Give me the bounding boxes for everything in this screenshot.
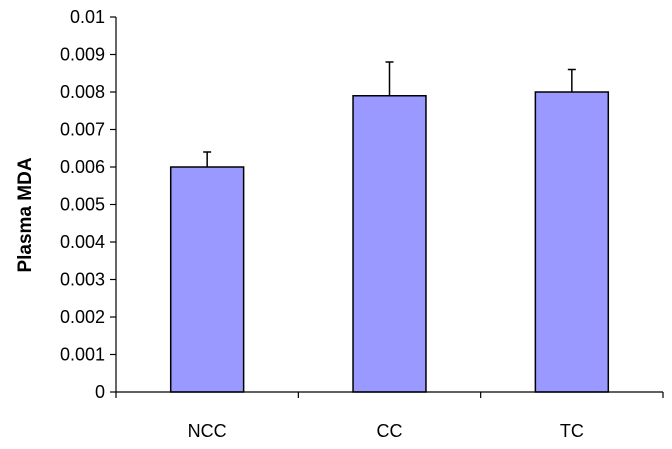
bar-tc: [534, 91, 610, 393]
x-ticks: NCC CC TC: [115, 392, 664, 441]
y-tick-label: 0.004: [60, 232, 105, 252]
y-tick-label: 0.003: [60, 270, 105, 290]
bar-ncc: [169, 166, 245, 393]
y-tick-label: 0.002: [60, 307, 105, 327]
y-tick-label: 0.005: [60, 195, 105, 215]
y-tick-label: 0.008: [60, 82, 105, 102]
y-tick-label: 0.009: [60, 45, 105, 65]
x-tick-label: CC: [377, 421, 403, 441]
y-tick-label: 0.001: [60, 345, 105, 365]
bars-layer: [169, 91, 610, 393]
y-tick-label: 0.01: [70, 7, 105, 27]
y-tick-label: 0.007: [60, 120, 105, 140]
y-tick-label: 0: [95, 382, 105, 402]
y-ticks: 0 0.001 0.002 0.003 0.004 0.005 0.006 0.007 0.00…: [60, 7, 116, 402]
x-tick-label: NCC: [188, 421, 227, 441]
bar-cc: [352, 95, 427, 393]
y-axis-label: Plasma MDA: [15, 157, 36, 272]
x-tick-label: TC: [560, 421, 584, 441]
error-bars-layer: [203, 61, 576, 167]
y-tick-label: 0.006: [60, 157, 105, 177]
